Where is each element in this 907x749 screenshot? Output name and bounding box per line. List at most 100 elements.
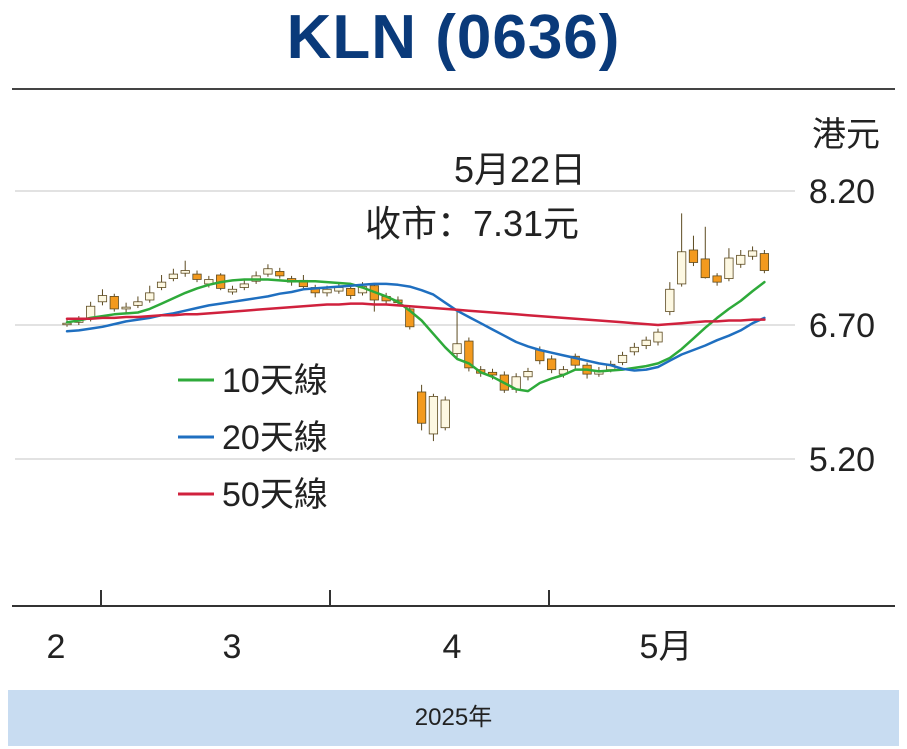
candle — [759, 249, 769, 274]
candle-body — [653, 331, 663, 343]
candle-body — [322, 288, 332, 294]
x-tick-label: 5月 — [640, 628, 693, 666]
candle — [700, 226, 710, 279]
candle — [665, 282, 675, 316]
candle-body — [570, 355, 580, 366]
candle-body — [641, 339, 651, 346]
candle — [346, 285, 356, 300]
candle — [523, 367, 533, 381]
candle — [641, 336, 651, 350]
candle-body — [712, 275, 722, 283]
candle — [747, 246, 758, 260]
ma10-line — [65, 278, 766, 393]
y-axis-unit-label: 港元 — [812, 116, 880, 154]
candle — [156, 274, 167, 291]
candle — [547, 355, 557, 374]
candle-body — [464, 340, 474, 369]
candle-body — [86, 305, 96, 319]
candle-body — [688, 249, 699, 263]
candle — [192, 270, 202, 283]
candle — [724, 248, 734, 282]
chart-title: KLN (0636) — [286, 3, 621, 72]
candle-body — [405, 308, 415, 328]
candle — [168, 268, 178, 282]
candle-body — [346, 287, 356, 296]
candle — [688, 235, 699, 267]
candle — [263, 264, 273, 277]
x-tick-label: 4 — [443, 628, 462, 666]
candle — [145, 285, 155, 303]
y-tick-label: 8.20 — [809, 173, 875, 211]
annotation-date: 5月22日 — [454, 149, 586, 190]
x-tick-label: 2 — [47, 628, 66, 666]
candle-body — [629, 346, 639, 353]
candle-body — [168, 273, 178, 279]
candle — [440, 396, 450, 431]
candle-body — [121, 306, 131, 310]
candle — [121, 302, 131, 313]
candle-body — [487, 371, 498, 376]
moving-average-lines — [65, 278, 766, 393]
candle — [677, 213, 687, 287]
candle — [310, 284, 320, 298]
x-tick-label: 3 — [223, 628, 242, 666]
annotation-close: 收市：7.31元 — [365, 203, 579, 244]
candle-body — [275, 271, 285, 277]
candle-body — [523, 371, 533, 378]
candle — [239, 280, 249, 291]
candle — [227, 285, 238, 295]
x-axis-ticks: 2 3 4 5月 — [47, 590, 693, 666]
candle-body — [227, 288, 238, 293]
candle-body — [724, 257, 734, 279]
candle — [736, 249, 746, 268]
candle-body — [428, 396, 439, 435]
candle — [712, 273, 722, 286]
candle-body — [736, 254, 746, 265]
candle — [180, 260, 190, 277]
candle — [416, 384, 427, 431]
candle — [97, 289, 108, 306]
candle — [452, 311, 462, 360]
candle-body — [145, 292, 155, 301]
candle — [251, 271, 261, 284]
ma50-line — [65, 302, 766, 327]
candle — [369, 283, 379, 312]
candle — [109, 293, 119, 312]
y-tick-label: 6.70 — [809, 307, 875, 345]
y-tick-label: 5.20 — [809, 441, 875, 479]
candle-body — [700, 258, 710, 279]
legend-label: 50天線 — [222, 476, 328, 514]
candle — [629, 342, 639, 356]
legend: 10天線 20天線 50天線 — [178, 362, 328, 514]
candle-body — [109, 296, 119, 310]
candle-body — [617, 354, 628, 363]
candle-body — [263, 268, 273, 275]
candle-body — [180, 270, 190, 274]
candle-body — [452, 343, 462, 354]
candle — [464, 337, 474, 372]
candle-body — [133, 301, 143, 306]
title-divider — [12, 88, 895, 90]
candle-body — [547, 358, 557, 371]
candle-body — [192, 273, 202, 280]
ma20-line — [65, 282, 766, 372]
legend-label: 20天線 — [222, 419, 328, 457]
candle-body — [759, 253, 769, 271]
candle — [133, 296, 143, 309]
candle-body — [156, 281, 167, 288]
legend-label: 10天線 — [222, 362, 328, 400]
candle-body — [747, 250, 758, 257]
year-band: 2025年 — [8, 690, 899, 746]
candle-body — [239, 283, 249, 288]
candle-body — [97, 295, 108, 303]
candles — [62, 213, 769, 442]
candle-body — [416, 391, 427, 424]
candle — [428, 393, 439, 442]
candle — [570, 353, 580, 369]
y-axis-tick-labels: 8.20 6.70 5.20 — [809, 173, 875, 479]
candle — [617, 351, 628, 366]
candle — [275, 267, 285, 279]
candle — [653, 328, 663, 346]
candle-body — [440, 399, 450, 429]
